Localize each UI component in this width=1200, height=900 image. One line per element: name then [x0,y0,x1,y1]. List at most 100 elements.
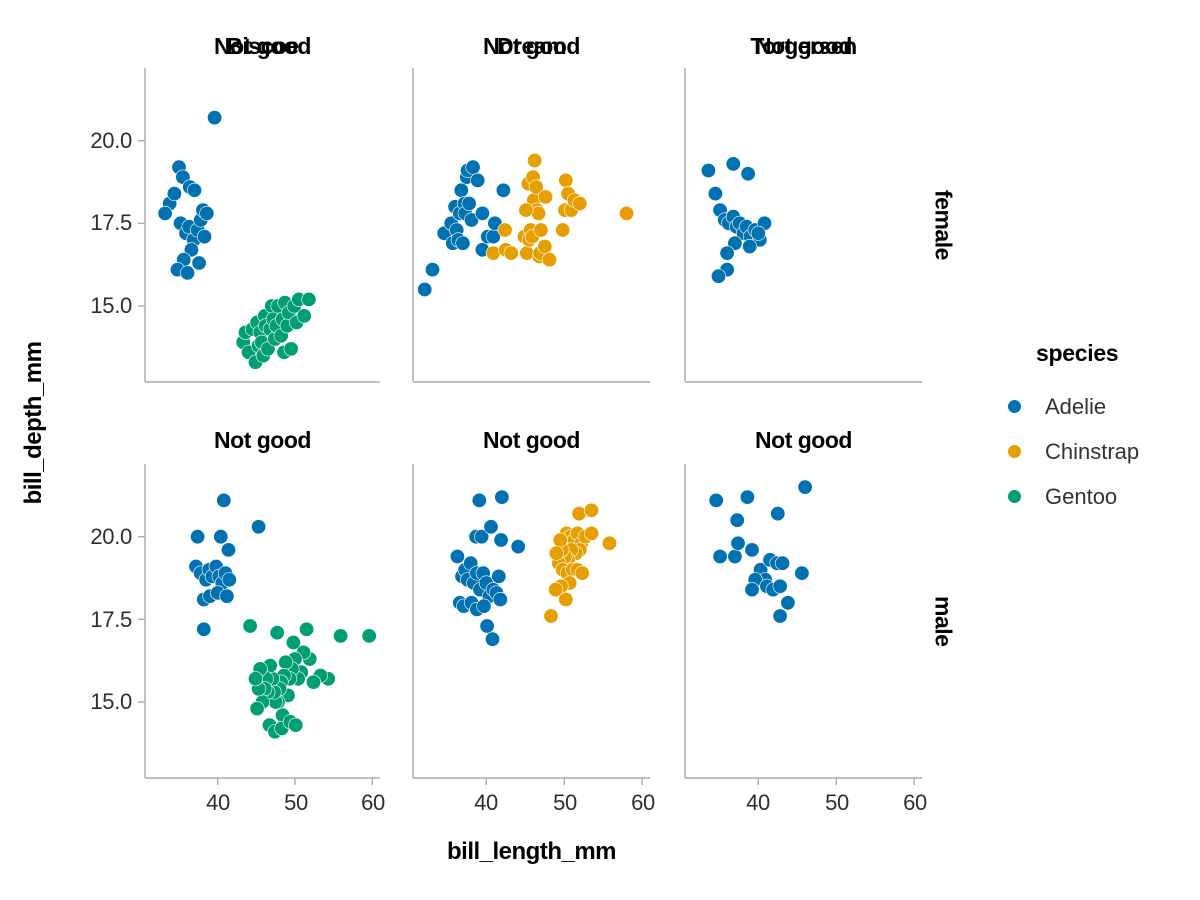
row-strip-male-label: male [930,595,957,647]
data-point [772,608,788,624]
data-point [491,568,507,584]
data-point [730,535,746,551]
data-point [285,634,301,650]
y-tick-label: 15.0 [90,689,132,714]
data-point [493,532,509,548]
y-axis-title: bill_depth_mm [20,341,47,505]
legend-entries: Adelie Chinstrap Gentoo [1000,384,1196,519]
data-point [197,229,213,245]
data-point [530,205,546,221]
data-point [527,153,543,169]
y-tick-label: 20.0 [90,128,132,153]
data-point [518,202,534,218]
legend-title: species [1036,340,1119,366]
x-tick-label: 40 [746,790,770,815]
data-point [619,205,635,221]
data-point [744,582,760,598]
data-point [742,239,758,255]
col-strip-torgersen: Not good Torgersen [685,28,922,64]
data-point [213,529,229,545]
data-point [476,598,492,614]
data-point [180,265,196,281]
data-point [543,608,559,624]
data-point [794,565,810,581]
x-axis-title: bill_length_mm [446,838,617,865]
data-point [528,179,544,195]
data-point [299,621,315,637]
legend-entry-adelie: Adelie [1000,384,1196,429]
strip-overlay-text: Not good [214,33,311,59]
data-point [483,519,499,535]
data-point [424,262,440,278]
gentoo-dot-icon [1008,490,1021,503]
data-point [503,245,519,261]
data-point [479,618,495,634]
data-point [727,548,743,564]
data-point [301,291,317,307]
chinstrap-dot-icon [1008,445,1021,458]
data-point [196,621,212,637]
data-point [453,182,469,198]
data-point [541,252,557,268]
data-point [555,222,571,238]
data-point [558,172,574,188]
data-point [548,582,564,598]
data-point [497,222,513,238]
x-tick-label: 60 [903,790,927,815]
data-point [461,196,477,212]
data-point [571,506,587,522]
data-point [248,671,264,687]
data-point [710,268,726,284]
data-point [216,492,232,508]
data-point [727,235,743,251]
data-point [572,196,588,212]
data-point [583,502,599,518]
data-point [361,628,377,644]
legend-entry-label: Gentoo [1045,483,1118,509]
data-point [417,281,433,297]
col-strip-dream: Not good Dream [413,28,650,64]
data-point [772,578,788,594]
data-point [708,492,724,508]
data-point [221,542,237,558]
data-point [537,189,553,205]
row-strip-male: male [926,464,960,778]
data-point [494,489,510,505]
data-point [278,654,294,670]
strip-label-text: Torgersen [750,33,857,59]
data-point [548,545,564,561]
data-point [455,235,471,251]
data-point [729,512,745,528]
data-point [574,565,590,581]
data-point [519,245,535,261]
data-point [707,186,723,202]
data-point [474,529,490,545]
strip-label-text: Dream [496,33,567,59]
data-point [533,222,549,238]
row-strip-female: female [926,68,960,382]
x-tick-label: 60 [361,790,385,815]
legend-entry-label: Chinstrap [1045,438,1140,464]
strip-overlay-wrap: Not good Biscoe [145,28,380,64]
data-point [774,555,790,571]
data-point [740,166,756,182]
legend: species Adelie Chinstrap Gentoo [1000,340,1196,519]
x-tick-label: 50 [284,790,308,815]
data-point [750,225,766,241]
data-point [537,239,553,255]
y-tick-label: 15.0 [90,293,132,318]
col-strip-biscoe: Not good Biscoe [145,28,380,64]
data-point [157,205,173,221]
data-point [725,156,741,172]
row-strip-female-label: female [930,190,957,260]
x-tick-label: 40 [474,790,498,815]
data-point [739,489,755,505]
adelie-dot-icon [1008,400,1021,413]
data-point [744,542,760,558]
data-point [474,205,490,221]
data-point [485,245,501,261]
data-point [288,717,304,733]
data-point [510,539,526,555]
bottom-strip-1: Not good [214,427,311,453]
